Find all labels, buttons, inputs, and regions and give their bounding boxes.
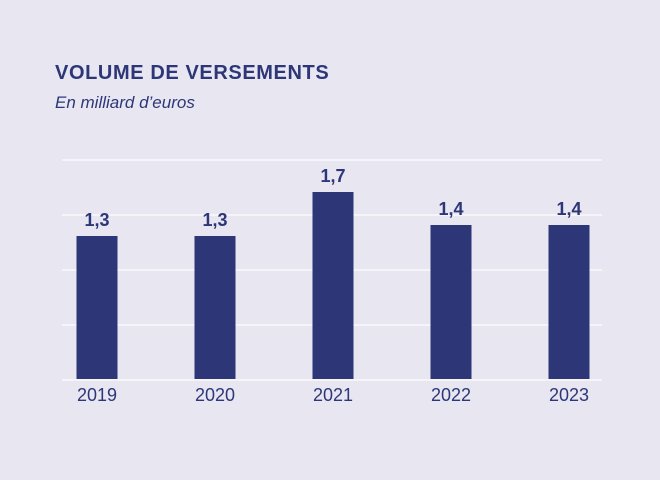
bar [312, 192, 354, 379]
bar-column: 1,3 2019 [38, 149, 156, 439]
bar-year-label: 2020 [194, 385, 236, 405]
bar-value-label: 1,3 [84, 210, 110, 230]
chart-title: VOLUME DE VERSEMENTS [55, 62, 330, 84]
bars-row: 1,3 2019 1,3 2020 1,7 2021 1,4 2022 1,4 2023 [38, 149, 628, 439]
chart-header: VOLUME DE VERSEMENTS En milliard d’euros [55, 62, 329, 113]
bar [430, 225, 472, 379]
bar-year-label: 2021 [312, 385, 354, 405]
gridline [62, 379, 602, 381]
bar-value-label: 1,3 [202, 210, 228, 230]
gridline [62, 159, 602, 161]
bar-value-label: 1,4 [556, 199, 582, 219]
bar-chart: 1,3 2019 1,3 2020 1,7 2021 1,4 2022 1,4 2023 [0, 149, 660, 439]
bar-column: 1,4 2023 [510, 149, 628, 439]
bar-year-label: 2022 [430, 385, 472, 405]
bar-column: 1,4 2022 [392, 149, 510, 439]
chart-subtitle: En milliard d’euros [55, 93, 195, 112]
bar [76, 236, 118, 379]
bar-year-label: 2023 [548, 385, 590, 405]
bar-year-label: 2019 [76, 385, 118, 405]
bar [548, 225, 590, 379]
bar-value-label: 1,4 [438, 199, 464, 219]
bar-column: 1,7 2021 [274, 149, 392, 439]
bar-column: 1,3 2020 [156, 149, 274, 439]
bar [194, 236, 236, 379]
bar-value-label: 1,7 [320, 166, 346, 186]
